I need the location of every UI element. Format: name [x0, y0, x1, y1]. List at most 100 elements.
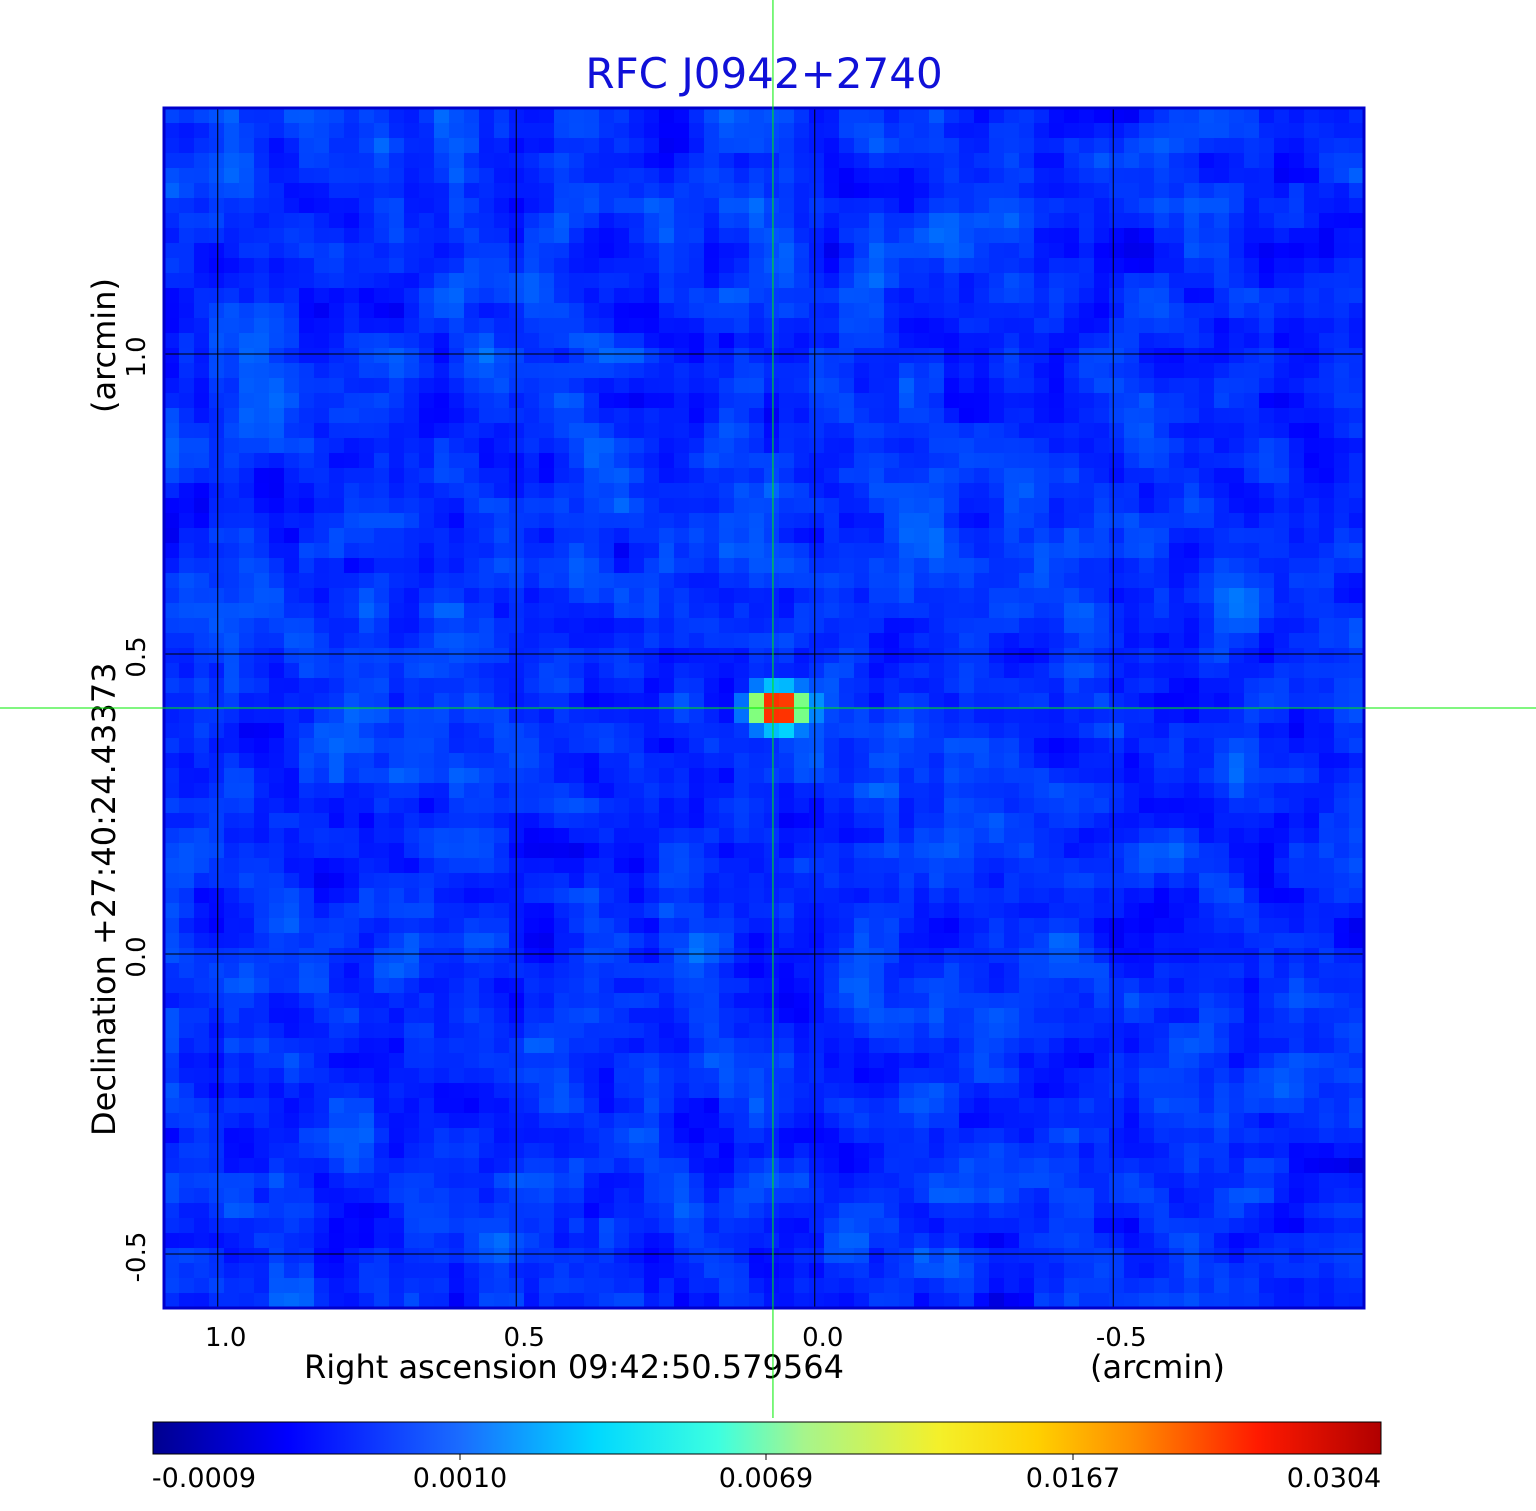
heatmap-pixel [1124, 528, 1140, 544]
heatmap-pixel [479, 753, 495, 769]
heatmap-pixel [1004, 153, 1020, 169]
heatmap-pixel [479, 903, 495, 919]
heatmap-pixel [299, 753, 315, 769]
heatmap-pixel [374, 693, 390, 709]
heatmap-pixel [854, 1008, 870, 1024]
heatmap-pixel [824, 363, 840, 379]
heatmap-pixel [824, 1023, 840, 1039]
heatmap-pixel [539, 408, 555, 424]
heatmap-pixel [404, 588, 420, 604]
heatmap-pixel [1019, 273, 1035, 289]
heatmap-pixel [584, 873, 600, 889]
heatmap-pixel [1064, 633, 1080, 649]
heatmap-pixel [614, 573, 630, 589]
heatmap-pixel [974, 393, 990, 409]
heatmap-pixel [1199, 723, 1215, 739]
heatmap-pixel [809, 588, 825, 604]
heatmap-pixel [1049, 273, 1065, 289]
heatmap-pixel [344, 678, 360, 694]
heatmap-pixel [464, 138, 480, 154]
heatmap-pixel [254, 123, 270, 139]
heatmap-pixel [1064, 1023, 1080, 1039]
heatmap-pixel [239, 303, 255, 319]
heatmap-pixel [329, 978, 345, 994]
heatmap-pixel [344, 348, 360, 364]
heatmap-pixel [809, 753, 825, 769]
heatmap-pixel [434, 1023, 450, 1039]
heatmap-pixel [404, 813, 420, 829]
heatmap-pixel [284, 573, 300, 589]
heatmap-pixel [539, 993, 555, 1009]
heatmap-pixel [1184, 573, 1200, 589]
heatmap-pixel [854, 693, 870, 709]
heatmap-pixel [719, 828, 735, 844]
heatmap-pixel [329, 858, 345, 874]
heatmap-pixel [1229, 903, 1245, 919]
heatmap-pixel [254, 888, 270, 904]
heatmap-pixel [1109, 288, 1125, 304]
heatmap-pixel [1319, 948, 1335, 964]
heatmap-pixel [1154, 888, 1170, 904]
heatmap-pixel [1289, 753, 1305, 769]
heatmap-pixel [479, 573, 495, 589]
heatmap-pixel [359, 228, 375, 244]
heatmap-pixel [689, 993, 705, 1009]
heatmap-pixel [389, 108, 405, 124]
heatmap-pixel [554, 888, 570, 904]
heatmap-pixel [584, 978, 600, 994]
heatmap-pixel [239, 453, 255, 469]
heatmap-pixel [869, 753, 885, 769]
heatmap-pixel [1229, 963, 1245, 979]
heatmap-pixel [1199, 243, 1215, 259]
heatmap-pixel [1349, 768, 1365, 784]
heatmap-pixel [1049, 213, 1065, 229]
heatmap-pixel [194, 408, 210, 424]
heatmap-pixel [569, 123, 585, 139]
heatmap-pixel [959, 663, 975, 679]
heatmap-pixel [1109, 453, 1125, 469]
heatmap-pixel [179, 573, 195, 589]
heatmap-pixel [254, 1038, 270, 1054]
heatmap-pixel [1154, 528, 1170, 544]
heatmap-pixel [764, 333, 780, 349]
heatmap-pixel [269, 813, 285, 829]
heatmap-pixel [1109, 483, 1125, 499]
heatmap-pixel [1244, 138, 1260, 154]
heatmap-pixel [284, 513, 300, 529]
heatmap-pixel [599, 453, 615, 469]
heatmap-pixel [419, 303, 435, 319]
heatmap-pixel [1109, 858, 1125, 874]
heatmap-pixel [1244, 228, 1260, 244]
heatmap-pixel [494, 123, 510, 139]
heatmap-pixel [959, 423, 975, 439]
heatmap-pixel [224, 318, 240, 334]
heatmap-pixel [809, 693, 825, 709]
heatmap-pixel [1169, 573, 1185, 589]
heatmap-pixel [1319, 798, 1335, 814]
heatmap-pixel [584, 618, 600, 634]
heatmap-pixel [1184, 393, 1200, 409]
heatmap-pixel [1019, 468, 1035, 484]
heatmap-pixel [224, 918, 240, 934]
heatmap-pixel [824, 843, 840, 859]
heatmap-pixel [464, 708, 480, 724]
heatmap-pixel [584, 378, 600, 394]
heatmap-pixel [809, 783, 825, 799]
heatmap-pixel [659, 198, 675, 214]
heatmap-pixel [419, 543, 435, 559]
heatmap-pixel [1334, 243, 1350, 259]
heatmap-pixel [554, 438, 570, 454]
heatmap-pixel [794, 453, 810, 469]
heatmap-pixel [764, 438, 780, 454]
heatmap-pixel [479, 288, 495, 304]
heatmap-pixel [704, 573, 720, 589]
heatmap-pixel [269, 1038, 285, 1054]
heatmap-pixel [764, 918, 780, 934]
heatmap-pixel [914, 123, 930, 139]
heatmap-pixel [674, 558, 690, 574]
heatmap-pixel [644, 498, 660, 514]
heatmap-pixel [1214, 183, 1230, 199]
heatmap-pixel [644, 798, 660, 814]
heatmap-pixel [794, 813, 810, 829]
heatmap-pixel [884, 633, 900, 649]
